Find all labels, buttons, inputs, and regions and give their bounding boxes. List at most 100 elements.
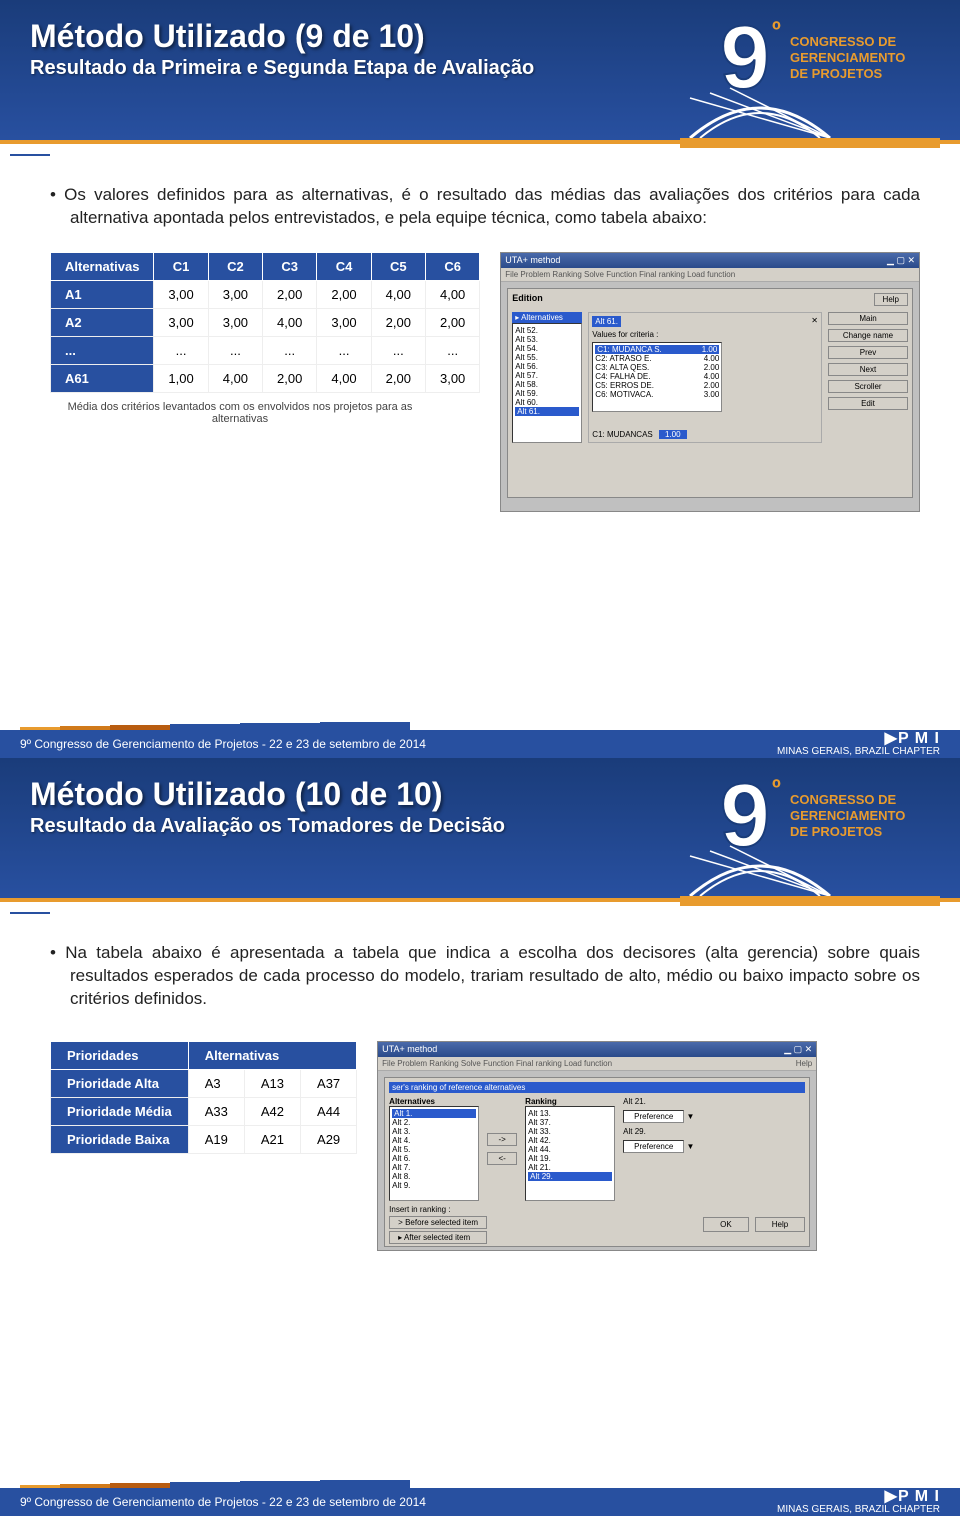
table-cell: 4,00	[263, 308, 317, 336]
dialog-button[interactable]: OK	[703, 1217, 749, 1232]
table-cell: A33	[188, 1097, 244, 1125]
orange-divider	[0, 898, 960, 902]
help-button[interactable]: Help	[874, 293, 908, 306]
preference-item: Alt 21.	[623, 1097, 713, 1106]
window-titlebar: UTA+ method ▁ ▢ ✕	[501, 253, 919, 268]
list-item[interactable]: Alt 29.	[528, 1172, 612, 1181]
dialog-buttons: Main Change name Prev Next Scroller Edit	[828, 312, 908, 443]
footer-stripe	[110, 725, 170, 730]
preference-item[interactable]: Preference ▼	[623, 1140, 713, 1153]
list-item[interactable]: Alt 19.	[528, 1154, 612, 1163]
table-cell: A44	[301, 1097, 357, 1125]
side-preference-list: Alt 21. Preference ▼ Alt 29. Preference ▼	[623, 1097, 713, 1201]
alternatives-listbox[interactable]: Alt 1.Alt 2.Alt 3.Alt 4.Alt 5.Alt 6.Alt …	[389, 1106, 479, 1201]
table-cell: 2,00	[425, 308, 479, 336]
preference-item: Alt 29.	[623, 1127, 713, 1136]
slide-10: Método Utilizado (10 de 10) Resultado da…	[0, 758, 960, 1516]
footer-text: 9º Congresso de Gerenciamento de Projeto…	[20, 1495, 426, 1509]
table-caption: Média dos critérios levantados com os en…	[50, 401, 430, 425]
list-item[interactable]: Alt 58.	[515, 380, 579, 389]
table-cell: A37	[301, 1069, 357, 1097]
footer-stripe	[170, 724, 240, 730]
table-cell: ...	[263, 336, 317, 364]
footer-stripe	[240, 1481, 320, 1488]
list-item[interactable]: Alt 3.	[392, 1127, 476, 1136]
dialog-button[interactable]: Prev	[828, 346, 908, 359]
slide-header: Método Utilizado (10 de 10) Resultado da…	[0, 758, 960, 898]
bottom-field-value[interactable]: 1.00	[659, 430, 687, 439]
table-cell: ...	[371, 336, 425, 364]
list-item[interactable]: Alt 42.	[528, 1136, 612, 1145]
dialog-button[interactable]: Next	[828, 363, 908, 376]
insert-button[interactable]: > Before selected item	[389, 1216, 487, 1229]
list-item[interactable]: Alt 54.	[515, 344, 579, 353]
list-item[interactable]: Alt 60.	[515, 398, 579, 407]
window-menu: File Problem Ranking Solve Function Fina…	[501, 268, 919, 282]
criteria-item[interactable]: C6: MOTIVACA. 3.00	[595, 390, 719, 399]
ranking-listbox[interactable]: Alt 13.Alt 37.Alt 33.Alt 42.Alt 44.Alt 1…	[525, 1106, 615, 1201]
alternatives-listbox[interactable]: Alt 52.Alt 53.Alt 54.Alt 55.Alt 56.Alt 5…	[512, 323, 582, 443]
dialog-button[interactable]: Main	[828, 312, 908, 325]
table-cell: 3,00	[317, 308, 371, 336]
criteria-item[interactable]: C1: MUDANCA S. 1.00	[595, 345, 719, 354]
table-cell: 3,00	[154, 308, 208, 336]
list-item[interactable]: Alt 53.	[515, 335, 579, 344]
criteria-item[interactable]: C4: FALHA DE. 4.00	[595, 372, 719, 381]
list-item[interactable]: Alt 59.	[515, 389, 579, 398]
table-cell: 4,00	[425, 280, 479, 308]
table-cell: ...	[425, 336, 479, 364]
list-item[interactable]: Alt 57.	[515, 371, 579, 380]
dialog-button[interactable]: Scroller	[828, 380, 908, 393]
table-header: Alternativas	[188, 1041, 356, 1069]
row-header: Prioridade Baixa	[51, 1125, 189, 1153]
move-right-button[interactable]: ->	[487, 1133, 517, 1146]
table-cell: 3,00	[208, 308, 262, 336]
table-cell: 2,00	[263, 364, 317, 392]
table-header: C6	[425, 252, 479, 280]
table-cell: 3,00	[208, 280, 262, 308]
criteria-item[interactable]: C3: ALTA QES. 2.00	[595, 363, 719, 372]
slide-subtitle: Resultado da Primeira e Segunda Etapa de…	[30, 57, 930, 80]
criteria-item[interactable]: C2: ATRASO E. 4.00	[595, 354, 719, 363]
footer-stripe	[20, 727, 60, 730]
table-row: Prioridade MédiaA33A42A44	[51, 1097, 357, 1125]
list-item[interactable]: Alt 8.	[392, 1172, 476, 1181]
table-cell: 2,00	[371, 364, 425, 392]
priorities-table: PrioridadesAlternativas Prioridade AltaA…	[50, 1041, 357, 1154]
dialog-button[interactable]: Edit	[828, 397, 908, 410]
criteria-item[interactable]: C5: ERROS DE. 2.00	[595, 381, 719, 390]
list-item[interactable]: Alt 1.	[392, 1109, 476, 1118]
criteria-listbox[interactable]: C1: MUDANCA S. 1.00C2: ATRASO E. 4.00C3:…	[592, 342, 722, 412]
dialog-button[interactable]: Help	[755, 1217, 805, 1232]
list-item[interactable]: Alt 52.	[515, 326, 579, 335]
list-item[interactable]: Alt 9.	[392, 1181, 476, 1190]
list-item[interactable]: Alt 21.	[528, 1163, 612, 1172]
dialog-title: Edition	[512, 293, 543, 306]
list-item[interactable]: Alt 55.	[515, 353, 579, 362]
list-item[interactable]: Alt 33.	[528, 1127, 612, 1136]
table-row: Prioridade BaixaA19A21A29	[51, 1125, 357, 1153]
list-item[interactable]: Alt 2.	[392, 1118, 476, 1127]
insert-button[interactable]: ▸ After selected item	[389, 1231, 487, 1244]
preference-item[interactable]: Preference ▼	[623, 1110, 713, 1123]
list-item[interactable]: Alt 56.	[515, 362, 579, 371]
footer-stripes	[0, 1468, 960, 1488]
dialog-button[interactable]: Change name	[828, 329, 908, 342]
table-cell: 4,00	[371, 280, 425, 308]
list-item[interactable]: Alt 4.	[392, 1136, 476, 1145]
list-item[interactable]: Alt 37.	[528, 1118, 612, 1127]
list-item[interactable]: Alt 7.	[392, 1163, 476, 1172]
list-item[interactable]: Alt 61.	[515, 407, 579, 416]
alternatives-table: AlternativasC1C2C3C4C5C6 A13,003,002,002…	[50, 252, 480, 393]
row-header: A2	[51, 308, 154, 336]
list-item[interactable]: Alt 13.	[528, 1109, 612, 1118]
list-item[interactable]: Alt 6.	[392, 1154, 476, 1163]
move-left-button[interactable]: <-	[487, 1152, 517, 1165]
list-item[interactable]: Alt 44.	[528, 1145, 612, 1154]
table-cell: A21	[244, 1125, 300, 1153]
pmi-logo: ▶P M I MINAS GERAIS, BRAZIL CHAPTER	[777, 731, 940, 757]
table-cell: 4,00	[317, 364, 371, 392]
dialog-title: ser's ranking of reference alternatives	[389, 1082, 805, 1093]
list-item[interactable]: Alt 5.	[392, 1145, 476, 1154]
slide-header: Método Utilizado (9 de 10) Resultado da …	[0, 0, 960, 140]
